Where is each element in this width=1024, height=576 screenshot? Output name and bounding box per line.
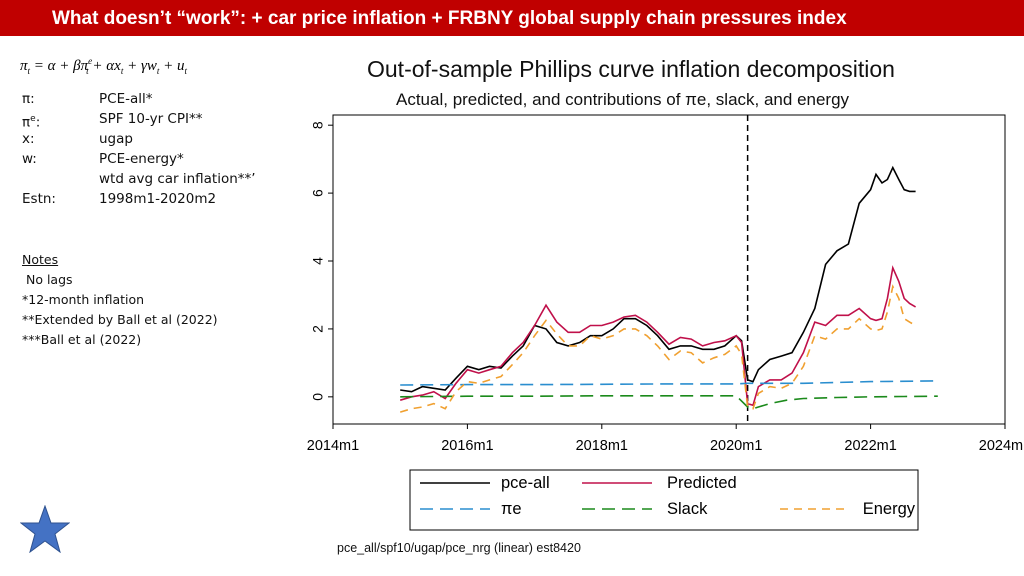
y-tick-label: 6 [310,189,326,197]
series-line-pce-all [400,165,916,393]
x-tick-label: 2022m1 [844,438,896,454]
chart-caption: pce_all/spf10/ugap/pce_nrg (linear) est8… [337,541,581,555]
definition-value: 1998m1-2020m2 [99,191,217,207]
definition-key: Estn: [22,191,56,207]
notes-block: Notes No lags *12-month inflation **Exte… [22,250,218,350]
definition-value: PCE-all* [99,91,153,107]
note-line: *12-month inflation [22,292,145,307]
definition-key: x: [22,131,35,147]
definition-value: SPF 10-yr CPI** [99,111,203,127]
series-line-predicted [399,265,916,407]
chart-title: Out-of-sample Phillips curve inflation d… [367,56,895,82]
note-line: No lags [22,272,73,287]
plot-area [332,114,1006,425]
y-tick-label: 4 [310,257,326,265]
series-line--e [400,380,938,386]
series-line-slack [400,394,938,410]
slide-banner: What doesn’t “work”: + car price inflati… [0,0,1024,36]
definition-key: π: [22,91,35,107]
x-tick-label: 2018m1 [576,438,628,454]
legend-label: Energy [863,500,916,518]
definition-key: w: [22,151,37,167]
notes-heading: Notes [22,252,59,267]
legend-box [409,469,919,531]
definition-value: ugap [99,131,133,147]
legend-label: Slack [667,500,708,518]
note-line: ***Ball et al (2022) [22,332,142,347]
definition-key: πe: [22,114,41,131]
x-tick-label: 2014m1 [307,438,359,454]
legend-label: πe [501,500,522,518]
definition-value: PCE-energy* [99,151,184,167]
y-tick-label: 2 [310,325,326,333]
chart-subtitle: Actual, predicted, and contributions of … [396,90,850,109]
x-tick-label: 2016m1 [441,438,493,454]
star-icon[interactable] [20,505,70,553]
y-tick-label: 8 [310,121,326,129]
x-tick-label: 2024m1 [979,438,1024,454]
note-line: **Extended by Ball et al (2022) [22,312,218,327]
legend-label: Predicted [667,474,737,492]
x-tick-label: 2020m1 [710,438,762,454]
legend-label: pce-all [501,474,550,492]
y-tick-label: 0 [310,393,326,401]
phillips-curve-equation: πt = α + βπet + αxt + γwt + ut [20,56,188,76]
definition-value: wtd avg car inflation**’ [99,171,256,187]
series-line-energy [399,284,916,413]
